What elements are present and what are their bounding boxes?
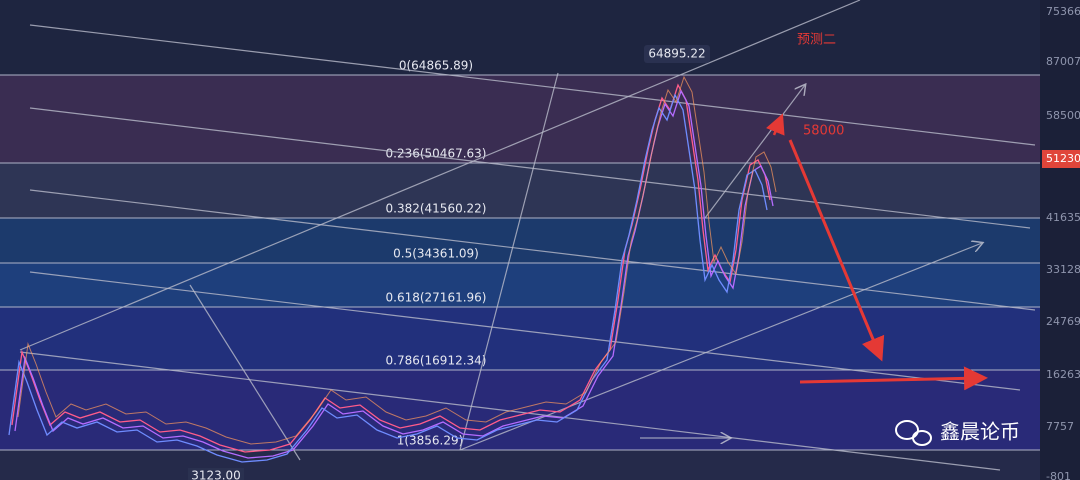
fib-label: 0.786(16912.34) xyxy=(386,354,487,368)
axis-label: 33128 xyxy=(1046,263,1080,276)
low-price: 3123.00 xyxy=(191,469,241,480)
current-tag xyxy=(1042,150,1080,168)
current-price: 51230 xyxy=(1046,152,1080,165)
fib-label: 1(3856.29) xyxy=(397,434,464,448)
axis-label: 58500 xyxy=(1046,109,1080,122)
axis-label: -801 xyxy=(1046,470,1071,480)
high-price: 64895.22 xyxy=(648,47,705,61)
watermark-text: 鑫晨论币 xyxy=(940,420,1020,444)
fib-label: 0(64865.89) xyxy=(399,59,473,73)
fib-label: 0.618(27161.96) xyxy=(386,291,487,305)
axis-label: 24769 xyxy=(1046,315,1080,328)
axis-label: 7757 xyxy=(1046,420,1074,433)
high-tag xyxy=(644,45,710,63)
target-label: 58000 xyxy=(803,124,844,139)
forecast-label: 预测二 xyxy=(797,33,836,48)
fib-label: 0.236(50467.63) xyxy=(386,147,487,161)
axis-label: 16263 xyxy=(1046,368,1080,381)
watermark: 鑫晨论币 xyxy=(895,420,1020,446)
low-tag xyxy=(188,468,244,480)
price-lines xyxy=(8,75,777,463)
fib-label: 0.382(41560.22) xyxy=(386,202,487,216)
forecast-arrows xyxy=(766,113,988,391)
axis-label: 41635 xyxy=(1046,211,1080,224)
price-axis: 75366 87007 58500 41635 33128 24769 16263 7757 -… xyxy=(1046,5,1080,480)
axis-label: 87007 xyxy=(1046,55,1080,68)
axis-label: 75366 xyxy=(1046,5,1080,18)
fib-label: 0.5(34361.09) xyxy=(393,247,479,261)
